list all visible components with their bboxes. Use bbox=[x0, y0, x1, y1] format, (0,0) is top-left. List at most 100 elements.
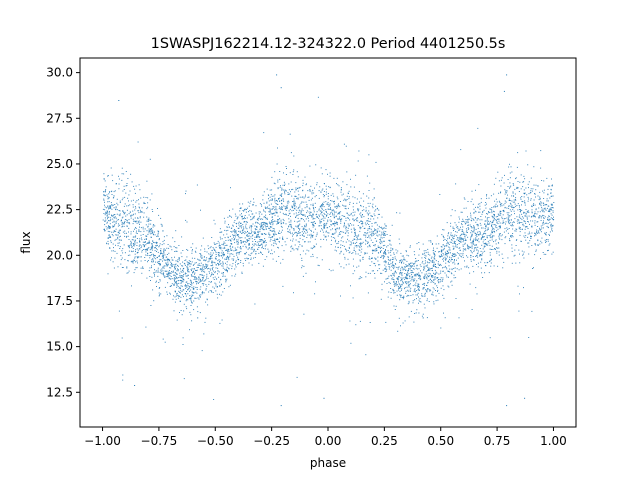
data-point bbox=[301, 231, 303, 233]
data-point bbox=[157, 275, 159, 277]
data-point bbox=[427, 262, 429, 264]
data-point bbox=[426, 276, 428, 278]
data-point bbox=[222, 244, 224, 246]
data-point bbox=[119, 213, 121, 215]
data-point bbox=[200, 268, 202, 270]
data-point bbox=[212, 292, 214, 293]
data-point bbox=[475, 244, 477, 246]
data-point bbox=[103, 191, 105, 193]
data-point bbox=[512, 225, 514, 227]
data-point bbox=[190, 280, 192, 282]
data-point bbox=[404, 259, 406, 261]
data-point bbox=[531, 310, 533, 312]
data-point bbox=[335, 231, 337, 233]
data-point bbox=[394, 285, 395, 287]
data-point bbox=[271, 208, 273, 210]
data-point bbox=[132, 206, 134, 208]
data-point bbox=[425, 271, 427, 273]
data-point bbox=[356, 237, 358, 238]
data-point bbox=[393, 265, 395, 266]
data-point bbox=[303, 235, 305, 237]
data-point bbox=[329, 203, 331, 205]
data-point bbox=[384, 267, 386, 269]
data-point bbox=[437, 267, 439, 269]
data-point bbox=[111, 205, 113, 207]
data-point bbox=[323, 191, 325, 192]
data-point bbox=[490, 208, 492, 210]
data-point bbox=[211, 237, 213, 238]
data-point bbox=[299, 223, 301, 225]
data-point bbox=[158, 282, 160, 283]
data-point bbox=[383, 230, 385, 232]
data-point bbox=[465, 240, 467, 241]
data-point bbox=[374, 215, 376, 217]
data-point bbox=[296, 209, 298, 211]
data-point bbox=[369, 244, 371, 246]
data-point bbox=[162, 255, 164, 257]
data-point bbox=[440, 256, 442, 257]
data-point bbox=[244, 221, 246, 223]
data-point bbox=[394, 266, 396, 268]
data-point bbox=[451, 240, 453, 242]
data-point bbox=[288, 226, 289, 228]
data-point bbox=[343, 226, 345, 228]
data-point bbox=[493, 183, 495, 185]
data-point bbox=[104, 221, 106, 222]
data-point bbox=[504, 174, 505, 176]
data-point bbox=[514, 254, 516, 256]
data-point bbox=[285, 208, 287, 210]
data-point bbox=[365, 207, 367, 209]
data-point bbox=[429, 259, 431, 261]
data-point bbox=[381, 283, 383, 285]
data-point bbox=[267, 208, 269, 209]
data-point bbox=[548, 215, 550, 217]
data-point bbox=[114, 239, 116, 241]
data-point bbox=[353, 238, 355, 240]
data-point bbox=[486, 213, 488, 214]
data-point bbox=[239, 247, 241, 249]
data-point bbox=[247, 201, 249, 203]
data-point bbox=[175, 230, 177, 232]
data-point bbox=[473, 230, 475, 232]
data-point bbox=[408, 302, 410, 304]
data-point bbox=[551, 218, 553, 220]
data-point bbox=[261, 243, 263, 245]
data-point bbox=[248, 232, 250, 234]
data-point bbox=[234, 275, 236, 277]
data-point bbox=[325, 191, 327, 193]
data-point bbox=[437, 277, 439, 279]
data-point bbox=[442, 229, 444, 231]
data-point bbox=[328, 232, 330, 234]
data-point bbox=[312, 213, 314, 215]
data-point bbox=[552, 224, 554, 226]
data-point bbox=[445, 257, 447, 259]
data-point bbox=[473, 259, 474, 261]
data-point bbox=[338, 228, 340, 230]
data-point bbox=[252, 217, 254, 219]
data-point bbox=[419, 301, 421, 302]
data-point bbox=[368, 190, 370, 191]
data-point bbox=[386, 270, 387, 272]
data-point bbox=[433, 263, 435, 265]
data-point bbox=[152, 240, 154, 242]
data-point bbox=[121, 167, 123, 169]
data-point bbox=[110, 240, 112, 242]
data-point bbox=[256, 226, 258, 228]
data-point bbox=[464, 260, 465, 262]
data-point bbox=[229, 216, 231, 217]
data-point bbox=[242, 224, 244, 226]
data-point bbox=[322, 229, 324, 231]
data-point bbox=[453, 256, 455, 257]
data-point bbox=[400, 271, 401, 273]
data-point bbox=[509, 223, 511, 225]
data-point bbox=[155, 258, 157, 260]
data-point bbox=[173, 310, 175, 312]
data-point bbox=[531, 226, 533, 228]
data-point bbox=[488, 211, 490, 212]
data-point bbox=[507, 257, 509, 259]
data-point bbox=[474, 239, 476, 241]
data-point bbox=[281, 206, 283, 208]
data-point bbox=[340, 244, 342, 246]
data-point bbox=[253, 257, 254, 259]
data-point bbox=[450, 281, 452, 283]
